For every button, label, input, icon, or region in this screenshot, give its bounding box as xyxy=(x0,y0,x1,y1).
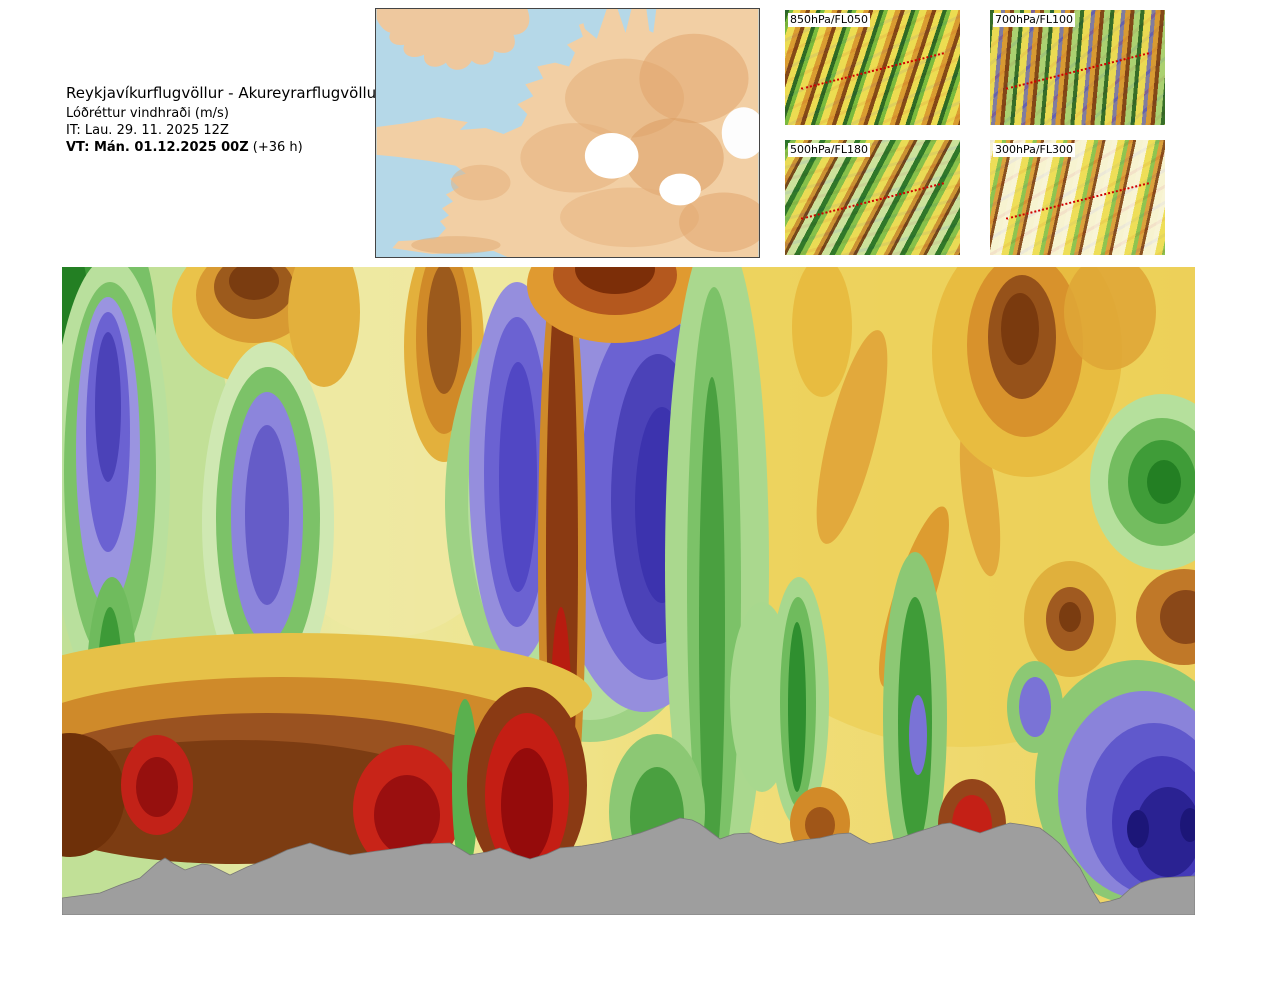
map-thumbnail-500hpa-fl180[interactable]: 500hPa/FL180 xyxy=(785,140,960,255)
thumbnail-label: 300hPa/FL300 xyxy=(993,143,1076,157)
valid-time-main: VT: Mán. 01.12.2025 00Z xyxy=(66,140,249,155)
thumbnail-pattern xyxy=(990,140,1165,255)
map-relief xyxy=(639,33,749,124)
map-relief xyxy=(450,164,511,201)
map-fjord-eyjafjordur xyxy=(646,9,657,33)
cross-section-svg xyxy=(62,267,1195,915)
variable-subtitle: Lóðréttur vindhraði (m/s) xyxy=(66,106,229,121)
terrain-silhouette xyxy=(62,817,1195,915)
thumbnail-label: 700hPa/FL100 xyxy=(993,13,1076,27)
route-map xyxy=(375,8,760,258)
cross-section-plot xyxy=(62,267,1195,915)
map-relief xyxy=(560,187,699,248)
thumbnail-pattern xyxy=(990,10,1165,125)
map-glacier-hofsjokull xyxy=(659,173,701,206)
thumbnail-pattern xyxy=(785,140,960,255)
map-relief xyxy=(411,236,501,255)
valid-time: VT: Mán. 01.12.2025 00Z (+36 h) xyxy=(66,139,382,156)
title-block: Reykjavíkurflugvöllur - Akureyrarflugvöl… xyxy=(66,84,382,156)
map-thumbnail-300hpa-fl300[interactable]: 300hPa/FL300 xyxy=(990,140,1165,255)
map-relief xyxy=(624,118,724,198)
thumbnail-label: 850hPa/FL050 xyxy=(788,13,871,27)
map-westfjords-land xyxy=(376,9,530,70)
thumbnail-label: 500hPa/FL180 xyxy=(788,143,871,157)
map-fjord-hunafloi xyxy=(579,9,607,39)
map-fjord-skagafjordur xyxy=(617,9,632,33)
route-map-svg xyxy=(376,9,759,257)
thumbnail-pattern xyxy=(785,10,960,125)
map-thumbnail-700hpa-fl100[interactable]: 700hPa/FL100 xyxy=(990,10,1165,125)
page-title: Reykjavíkurflugvöllur - Akureyrarflugvöl… xyxy=(66,84,383,102)
map-thumbnail-850hpa-fl050[interactable]: 850hPa/FL050 xyxy=(785,10,960,125)
valid-time-offset: (+36 h) xyxy=(248,140,303,155)
map-glacier-langjokull xyxy=(584,133,639,179)
init-time: IT: Lau. 29. 11. 2025 12Z xyxy=(66,123,229,138)
map-glacier-ne xyxy=(721,107,759,159)
map-relief xyxy=(679,192,759,253)
contour-field xyxy=(62,267,1195,915)
